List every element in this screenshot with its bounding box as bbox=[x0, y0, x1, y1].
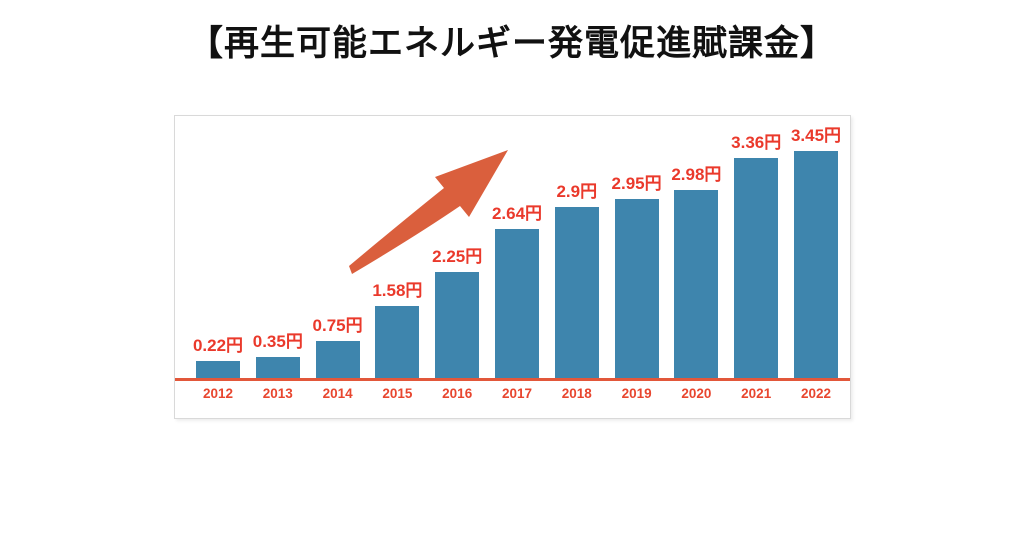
page-title: 【再生可能エネルギー発電促進賦課金】 bbox=[187, 24, 836, 63]
trend-arrow-shape bbox=[349, 150, 508, 274]
bar bbox=[196, 361, 240, 379]
bar bbox=[614, 199, 659, 379]
x-tick-label: 2021 bbox=[741, 386, 772, 401]
bar-value-label: 3.45円 bbox=[790, 126, 842, 145]
bar-value-label: 2.9円 bbox=[556, 182, 598, 201]
x-tick-label: 2018 bbox=[561, 386, 592, 401]
bar-value-label: 2.95円 bbox=[611, 174, 662, 193]
x-tick-label: 2016 bbox=[442, 386, 473, 401]
bar bbox=[435, 272, 480, 379]
bar-value-label: 0.35円 bbox=[252, 332, 303, 351]
bar-value-label: 3.36円 bbox=[731, 133, 782, 152]
bar bbox=[495, 229, 539, 379]
bar bbox=[375, 306, 420, 379]
chart-panel: 0.22円 2012 0.35円 2013 0.75円 2014 1.58円 2015 2.25… bbox=[174, 115, 851, 419]
bar-value-label: 0.75円 bbox=[312, 316, 363, 335]
bar bbox=[674, 190, 719, 379]
bar bbox=[794, 151, 838, 379]
bar bbox=[255, 357, 300, 379]
bar-value-label: 0.22円 bbox=[192, 336, 244, 355]
x-tick-label: 2022 bbox=[800, 386, 832, 401]
x-tick-label: 2020 bbox=[681, 386, 712, 401]
bar bbox=[315, 341, 360, 379]
x-tick-label: 2015 bbox=[382, 386, 413, 401]
bar-value-label: 2.98円 bbox=[671, 165, 722, 184]
bar-value-label: 2.25円 bbox=[432, 247, 483, 266]
bar-value-label: 1.58円 bbox=[372, 281, 423, 300]
x-tick-label: 2014 bbox=[322, 386, 353, 401]
bar bbox=[734, 158, 779, 379]
trend-arrow-icon bbox=[349, 150, 508, 274]
bar bbox=[554, 207, 599, 379]
bar-value-label: 2.64円 bbox=[491, 204, 543, 223]
x-tick-label: 2012 bbox=[202, 386, 234, 401]
x-axis-line bbox=[175, 378, 850, 381]
x-tick-label: 2017 bbox=[501, 386, 533, 401]
x-tick-label: 2019 bbox=[621, 386, 652, 401]
x-tick-label: 2013 bbox=[262, 386, 293, 401]
bar-series: 0.22円 2012 0.35円 2013 0.75円 2014 1.58円 2015 2.25… bbox=[175, 116, 850, 418]
